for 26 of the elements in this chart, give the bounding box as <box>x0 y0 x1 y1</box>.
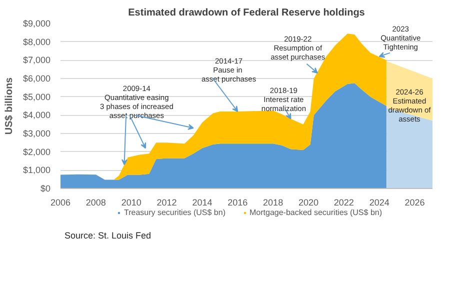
legend-label: Treasury securities (US$ bn) <box>124 208 226 217</box>
x-tick-label: 2024 <box>369 198 390 208</box>
x-tick-label: 2006 <box>50 198 71 208</box>
x-tick-label: 2022 <box>334 198 354 208</box>
y-tick-label: $5,000 <box>22 92 51 102</box>
y-tick-label: $4,000 <box>22 110 51 120</box>
y-tick-label: $8,000 <box>22 36 51 47</box>
y-tick-label: $6,000 <box>22 74 51 84</box>
chart-title: Estimated drawdown of Federal Reserve holdings <box>128 8 366 18</box>
y-tick-label: $1,000 <box>22 165 51 176</box>
x-tick-label: 2012 <box>156 198 177 208</box>
x-tick-label: 2026 <box>404 198 425 208</box>
y-tick-label: $0 <box>40 184 51 194</box>
y-tick-label: $2,000 <box>22 146 51 157</box>
y-tick-label: $3,000 <box>22 128 51 138</box>
x-tick-label: 2014 <box>192 198 212 208</box>
legend-label: Mortgage-backed securities (US$ bn) <box>250 208 382 217</box>
x-tick-label: 2018 <box>263 198 284 208</box>
y-tick-label: $9,000 <box>22 18 51 28</box>
y-tick-label: $7,000 <box>22 55 51 66</box>
x-tick-label: 2016 <box>228 198 248 208</box>
x-tick-label: 2008 <box>86 198 106 208</box>
source-note: Source: St. Louis Fed <box>64 230 152 240</box>
y-axis-title: US$ billions <box>4 76 15 135</box>
x-tick-label: 2010 <box>121 198 142 208</box>
x-tick-label: 2020 <box>298 198 319 208</box>
